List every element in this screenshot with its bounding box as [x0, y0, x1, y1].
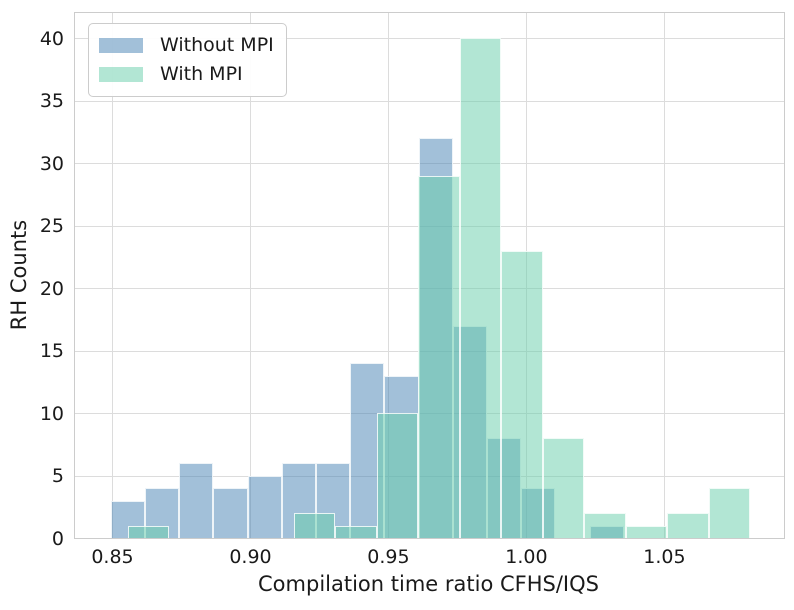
bar-with-mpi-0 [127, 525, 170, 538]
bar-with-mpi-11 [584, 513, 626, 538]
legend-item-without-mpi: Without MPI [99, 31, 274, 60]
y-tick-label-0: 0 [51, 527, 64, 550]
bar-with-mpi-12 [625, 525, 668, 538]
y-tick-label-10: 10 [39, 402, 64, 425]
bar-with-mpi-8 [459, 38, 502, 538]
bar-without-mpi-2 [179, 463, 214, 538]
bar-without-mpi-4 [247, 475, 282, 538]
v-gridline-0.95 [387, 13, 390, 538]
bar-with-mpi-10 [542, 438, 585, 538]
bar-with-mpi-7 [418, 175, 460, 538]
y-tick-label-40: 40 [39, 27, 64, 50]
x-tick-label-0.95: 0.95 [367, 546, 410, 568]
bar-with-mpi-6 [376, 413, 419, 538]
y-tick-label-5: 5 [51, 465, 64, 487]
bar-with-mpi-9 [501, 250, 543, 538]
v-gridline-0.85 [111, 13, 114, 538]
x-axis-title: Compilation time ratio CFHS/IQS [258, 572, 599, 596]
v-gridline-0.90 [249, 13, 252, 538]
bar-without-mpi-3 [213, 488, 248, 538]
h-gridline-40 [75, 38, 784, 40]
x-tick-label-0.90: 0.90 [229, 546, 272, 568]
v-gridline-1.05 [663, 13, 666, 538]
legend-item-with-mpi: With MPI [99, 60, 274, 89]
y-tick-label-35: 35 [39, 90, 64, 112]
with-mpi-swatch-icon [99, 67, 143, 82]
bar-with-mpi-13 [667, 513, 709, 538]
y-tick-label-15: 15 [39, 340, 64, 362]
legend: Without MPI With MPI [88, 23, 287, 97]
x-tick-label-1.05: 1.05 [643, 546, 686, 568]
y-tick-label-30: 30 [39, 152, 64, 175]
plot-area: Without MPI With MPI [74, 12, 785, 539]
h-gridline-35 [75, 100, 784, 102]
bar-with-mpi-14 [708, 488, 751, 538]
without-mpi-swatch-icon [99, 38, 143, 53]
bar-with-mpi-5 [335, 525, 377, 538]
legend-label-with-mpi: With MPI [160, 63, 243, 85]
x-tick-label-1.00: 1.00 [505, 546, 548, 568]
legend-label-without-mpi: Without MPI [160, 34, 274, 56]
y-tick-label-25: 25 [39, 215, 64, 237]
bar-with-mpi-4 [293, 513, 336, 538]
y-tick-label-20: 20 [39, 277, 64, 300]
x-tick-label-0.85: 0.85 [91, 546, 134, 568]
